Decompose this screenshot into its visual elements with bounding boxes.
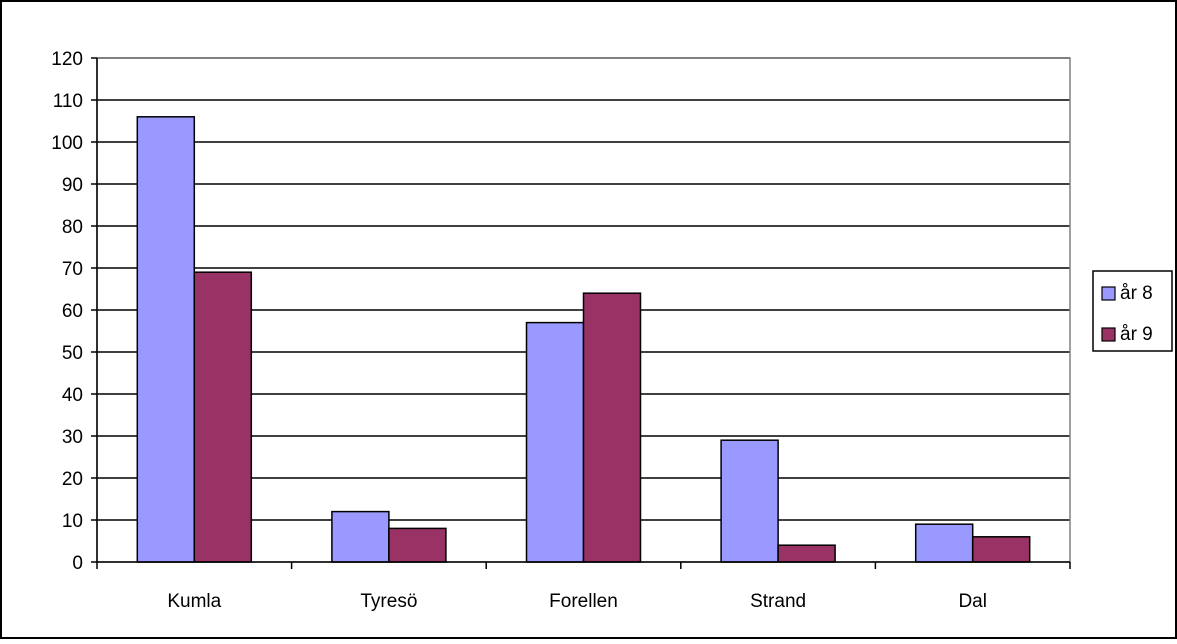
- x-tick-label: Forellen: [549, 591, 618, 612]
- x-tick-labels: Kumla Tyresö Forellen Strand Dal: [167, 591, 987, 612]
- y-tick-label: 110: [53, 91, 83, 112]
- bar-kumla-series-1: [136, 116, 196, 563]
- bar-tyres-series-1: [331, 510, 390, 563]
- legend-label: år 8: [1120, 283, 1153, 304]
- gridlines: [97, 57, 1070, 521]
- bar-kumla-series-2: [193, 271, 253, 563]
- y-tick-label: 50: [62, 343, 83, 364]
- legend-label: år 9: [1120, 324, 1153, 345]
- bars: [136, 116, 1031, 563]
- y-tick-label: 30: [62, 427, 83, 448]
- y-tick-label: 10: [62, 511, 83, 532]
- y-tick-label: 40: [62, 385, 83, 406]
- x-tick-label: Tyresö: [360, 591, 417, 612]
- bar-dal-series-2: [971, 536, 1031, 563]
- legend-swatch: [1101, 286, 1116, 301]
- bar-strand-series-2: [777, 544, 836, 563]
- y-tick-labels: 0 10 20 30 40 50 60 70 80 90 100 110 120: [51, 49, 83, 574]
- x-tick-label: Dal: [958, 591, 987, 612]
- y-tick-label: 90: [62, 175, 83, 196]
- y-tick-label: 70: [62, 259, 83, 280]
- legend: år 8 år 9: [1092, 270, 1173, 352]
- x-tick-label: Kumla: [167, 591, 221, 612]
- y-tick-label: 60: [62, 301, 83, 322]
- x-tick-label: Strand: [750, 591, 806, 612]
- bar-tyres-series-2: [388, 527, 447, 563]
- y-tick-label: 80: [62, 217, 83, 238]
- axes: [91, 57, 1071, 569]
- bar-dal-series-1: [914, 523, 974, 563]
- bar-forellen-series-2: [582, 292, 642, 563]
- bar-strand-series-1: [720, 439, 779, 563]
- y-tick-label: 0: [72, 553, 83, 574]
- y-tick-label: 120: [51, 49, 83, 70]
- bar-forellen-series-1: [525, 321, 585, 563]
- y-tick-label: 100: [51, 133, 83, 154]
- legend-swatch: [1101, 327, 1116, 342]
- y-tick-label: 20: [62, 469, 83, 490]
